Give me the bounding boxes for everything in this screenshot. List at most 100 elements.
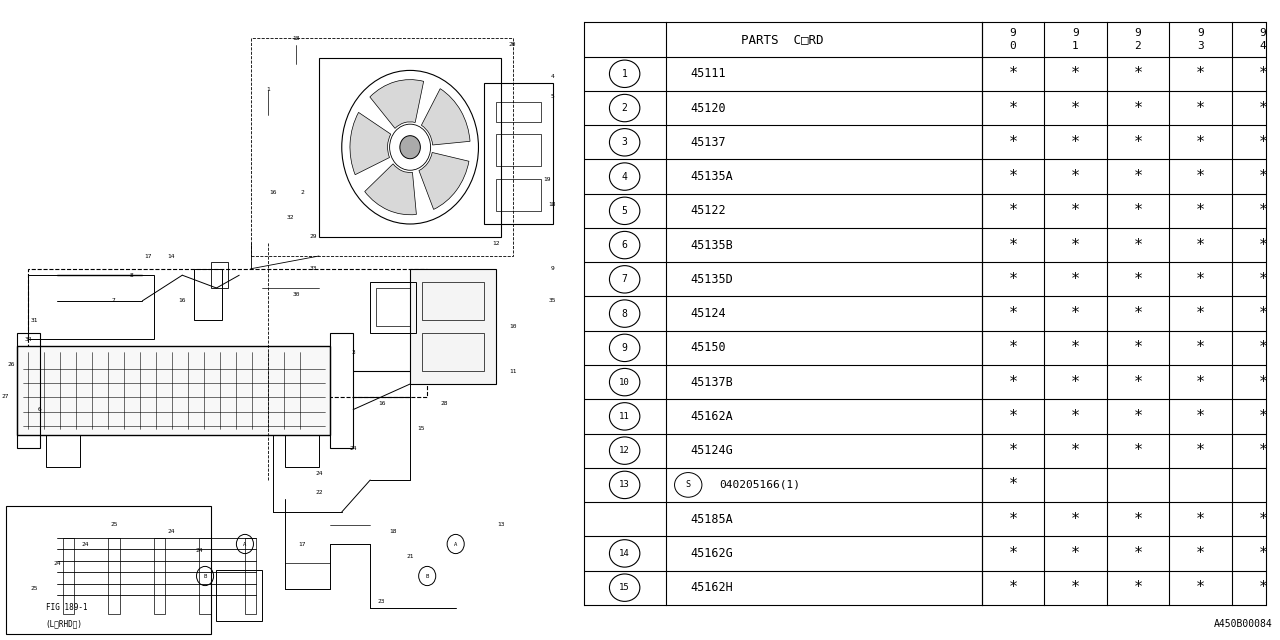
Text: *: * xyxy=(1009,67,1018,81)
Bar xyxy=(495,102,541,122)
Text: 32: 32 xyxy=(287,215,294,220)
Text: 1: 1 xyxy=(1073,41,1079,51)
Text: *: * xyxy=(1258,204,1267,218)
Text: *: * xyxy=(1009,477,1018,492)
Wedge shape xyxy=(419,152,468,209)
Text: *: * xyxy=(1133,237,1143,253)
Bar xyxy=(5,506,211,634)
Text: 18: 18 xyxy=(389,529,397,534)
Text: 8: 8 xyxy=(622,308,627,319)
Text: *: * xyxy=(1009,272,1018,287)
Text: FIG 189-1: FIG 189-1 xyxy=(46,604,87,612)
Bar xyxy=(154,538,165,614)
Text: 5: 5 xyxy=(622,206,627,216)
Text: *: * xyxy=(1196,511,1204,527)
Bar xyxy=(216,570,262,621)
Text: 2: 2 xyxy=(622,103,627,113)
Text: 2: 2 xyxy=(1134,41,1142,51)
Text: *: * xyxy=(1196,306,1204,321)
Text: 17: 17 xyxy=(145,253,152,259)
Text: *: * xyxy=(1071,169,1080,184)
Text: *: * xyxy=(1071,409,1080,424)
Text: *: * xyxy=(1196,135,1204,150)
Text: *: * xyxy=(1133,340,1143,355)
Text: *: * xyxy=(1196,100,1204,116)
Text: *: * xyxy=(1071,67,1080,81)
Bar xyxy=(28,269,428,397)
Bar xyxy=(211,262,228,288)
Text: *: * xyxy=(1196,340,1204,355)
Text: *: * xyxy=(1009,340,1018,355)
Text: 45124G: 45124G xyxy=(690,444,733,457)
Text: *: * xyxy=(1133,511,1143,527)
Text: B: B xyxy=(425,573,429,579)
Text: *: * xyxy=(1133,272,1143,287)
Text: 24: 24 xyxy=(349,445,357,451)
Text: 27: 27 xyxy=(3,394,9,399)
Text: 15: 15 xyxy=(620,583,630,592)
Text: *: * xyxy=(1071,340,1080,355)
Text: 5: 5 xyxy=(550,93,554,99)
Text: 1: 1 xyxy=(622,68,627,79)
Text: *: * xyxy=(1071,204,1080,218)
Text: 9: 9 xyxy=(1073,28,1079,38)
Text: 13: 13 xyxy=(498,522,506,527)
Bar xyxy=(200,538,211,614)
Bar xyxy=(330,333,353,448)
Wedge shape xyxy=(349,113,390,175)
Text: *: * xyxy=(1133,135,1143,150)
Bar xyxy=(495,134,541,166)
Text: 8: 8 xyxy=(129,273,133,278)
Bar xyxy=(28,275,154,339)
Text: 9: 9 xyxy=(1260,28,1266,38)
Text: 9: 9 xyxy=(1010,28,1016,38)
Bar xyxy=(17,346,330,435)
Text: 45135A: 45135A xyxy=(690,170,733,183)
Text: 45124: 45124 xyxy=(690,307,726,320)
Text: 11: 11 xyxy=(620,412,630,421)
Text: 0: 0 xyxy=(1010,41,1016,51)
Text: 24: 24 xyxy=(196,548,204,553)
Text: 28: 28 xyxy=(440,401,448,406)
Text: 12: 12 xyxy=(620,446,630,455)
Text: A450B00084: A450B00084 xyxy=(1215,619,1272,629)
Text: 22: 22 xyxy=(315,490,323,495)
Text: 18: 18 xyxy=(292,36,300,41)
Text: *: * xyxy=(1196,67,1204,81)
Text: 45137: 45137 xyxy=(690,136,726,149)
Text: 23: 23 xyxy=(378,599,385,604)
Text: 14: 14 xyxy=(620,549,630,558)
Bar xyxy=(251,38,513,256)
Text: 45120: 45120 xyxy=(690,102,726,115)
Text: 040205166(1): 040205166(1) xyxy=(719,480,800,490)
Bar xyxy=(376,288,410,326)
Text: *: * xyxy=(1009,374,1018,390)
Text: *: * xyxy=(1071,374,1080,390)
Text: *: * xyxy=(1133,306,1143,321)
Text: *: * xyxy=(1258,306,1267,321)
Text: 45111: 45111 xyxy=(690,67,726,80)
Text: 4: 4 xyxy=(1260,41,1266,51)
Bar xyxy=(17,333,40,448)
Text: *: * xyxy=(1133,204,1143,218)
Text: 34: 34 xyxy=(24,337,32,342)
Text: 31: 31 xyxy=(31,317,38,323)
Text: 4: 4 xyxy=(550,74,554,79)
Text: *: * xyxy=(1196,443,1204,458)
Text: 18: 18 xyxy=(549,202,557,207)
Text: *: * xyxy=(1071,546,1080,561)
Text: 9: 9 xyxy=(1197,28,1203,38)
Text: *: * xyxy=(1196,546,1204,561)
Text: *: * xyxy=(1009,204,1018,218)
Text: 45122: 45122 xyxy=(690,204,726,218)
Text: 29: 29 xyxy=(310,234,317,239)
Text: *: * xyxy=(1258,100,1267,116)
Bar xyxy=(421,282,484,320)
Text: *: * xyxy=(1133,100,1143,116)
Text: *: * xyxy=(1133,580,1143,595)
Text: *: * xyxy=(1133,169,1143,184)
Circle shape xyxy=(399,136,420,159)
Text: 45150: 45150 xyxy=(690,341,726,355)
Text: *: * xyxy=(1258,135,1267,150)
Text: *: * xyxy=(1258,580,1267,595)
